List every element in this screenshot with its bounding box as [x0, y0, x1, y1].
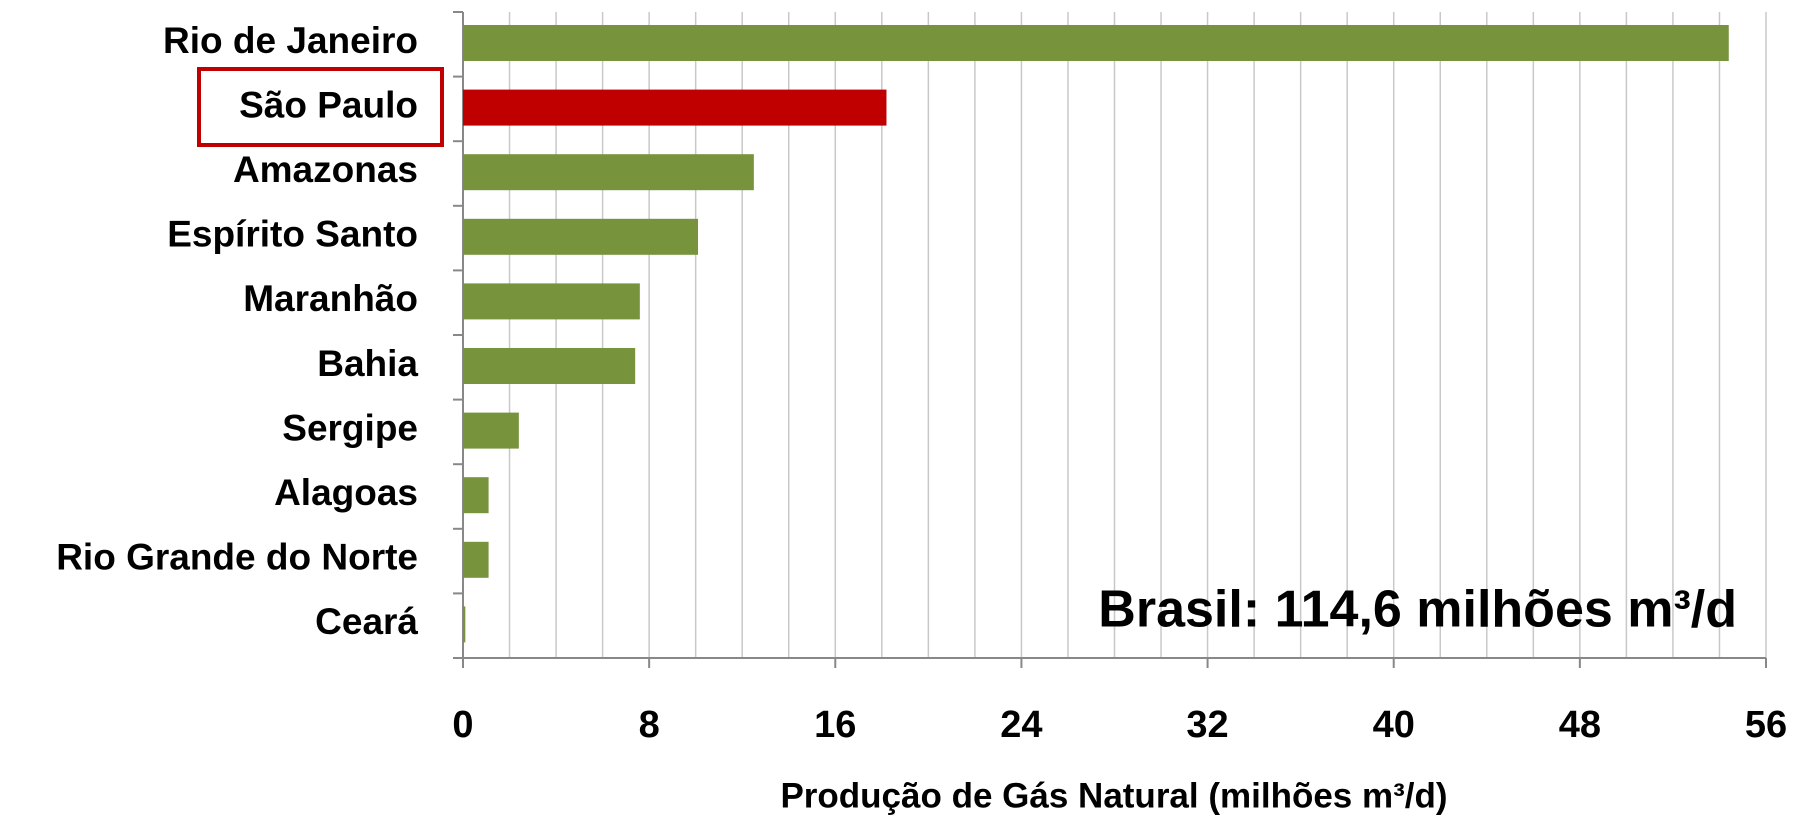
y-tick-label: São Paulo: [239, 84, 418, 125]
highlight-box: [197, 67, 444, 147]
x-tick-label: 48: [1559, 704, 1601, 746]
x-tick-label: 56: [1745, 704, 1787, 746]
x-tick-label: 0: [452, 704, 473, 746]
y-tick-label: Rio de Janeiro: [163, 20, 418, 61]
x-axis-title: Produção de Gás Natural (milhões m³/d): [780, 776, 1447, 815]
bar: [463, 606, 466, 643]
y-tick-label: Rio Grande do Norte: [56, 537, 418, 578]
bar: [463, 154, 754, 191]
y-tick-label: Sergipe: [282, 407, 418, 448]
x-tick-label: 40: [1373, 704, 1415, 746]
bar: [463, 348, 636, 384]
x-tick-label: 8: [639, 704, 660, 746]
x-tick-label: 16: [814, 704, 856, 746]
bar: [463, 541, 489, 578]
y-tick-label: Bahia: [317, 343, 418, 384]
x-tick-label: 32: [1186, 704, 1228, 746]
bar: [463, 89, 887, 126]
y-tick-label: Amazonas: [233, 149, 418, 190]
bar: [463, 477, 489, 514]
y-tick-label: Alagoas: [274, 472, 418, 513]
y-tick-label: Ceará: [315, 601, 418, 642]
bar: [463, 25, 1729, 61]
bar: [463, 218, 699, 255]
bar: [463, 412, 519, 449]
bar: [463, 283, 640, 320]
annotation: Brasil: 114,6 milhões m³/d: [1098, 581, 1737, 639]
y-tick-label: Maranhão: [243, 278, 418, 319]
x-tick-label: 24: [1000, 704, 1042, 746]
y-tick-label: Espírito Santo: [167, 214, 418, 255]
